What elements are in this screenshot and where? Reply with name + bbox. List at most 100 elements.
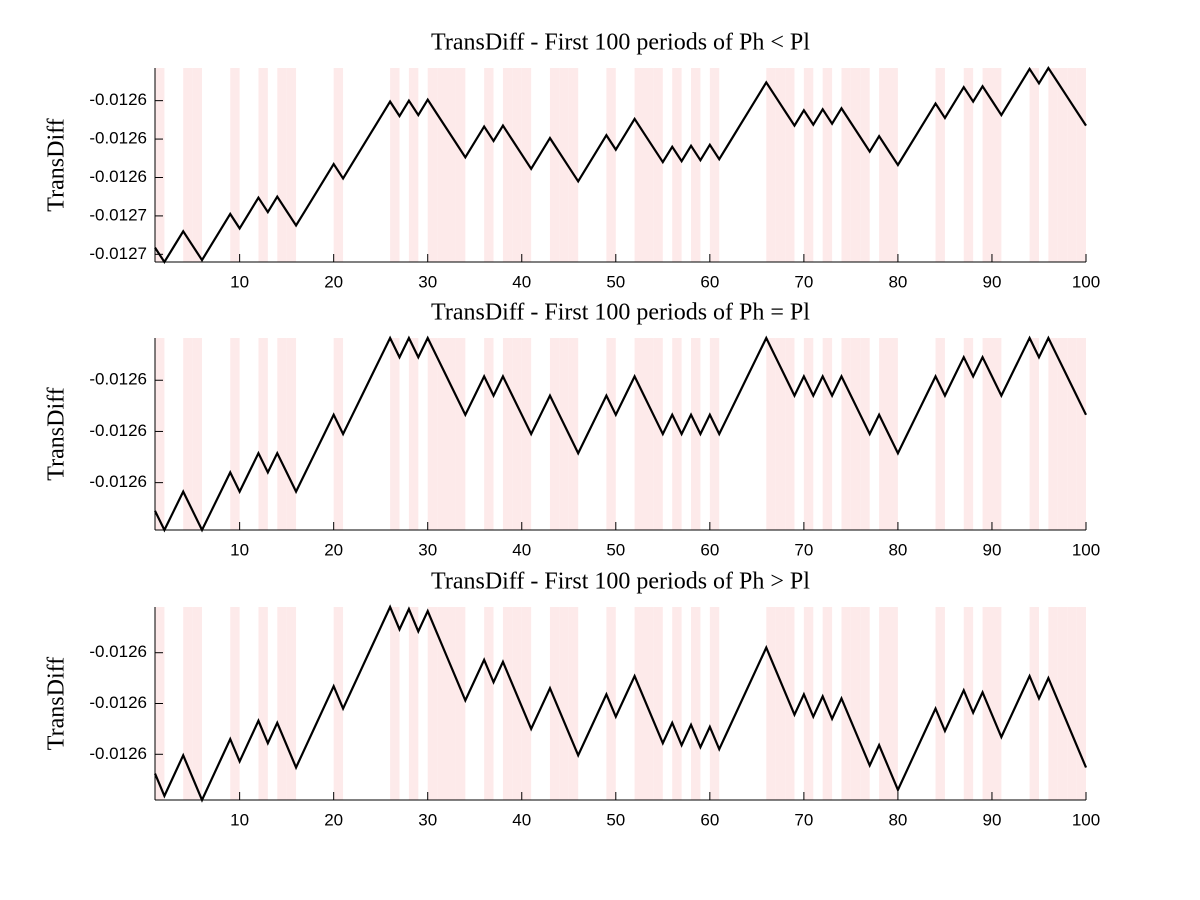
falling-period-shade bbox=[446, 338, 456, 530]
falling-period-shade bbox=[644, 338, 654, 530]
x-tick-label: 90 bbox=[982, 810, 1001, 829]
falling-period-shade bbox=[192, 68, 203, 262]
falling-period-shade bbox=[860, 607, 870, 800]
x-tick-label: 30 bbox=[418, 810, 437, 829]
falling-period-shade bbox=[286, 338, 297, 530]
y-axis-label: TransDiff bbox=[44, 657, 70, 750]
falling-period-shade bbox=[888, 607, 898, 800]
chart-title: TransDiff - First 100 periods of Ph < Pl bbox=[431, 30, 810, 56]
x-tick-label: 100 bbox=[1072, 810, 1100, 829]
falling-period-shade bbox=[691, 607, 701, 800]
falling-period-shade bbox=[427, 68, 438, 262]
falling-period-shade bbox=[634, 338, 645, 530]
falling-period-shade bbox=[333, 68, 344, 262]
x-tick-label: 40 bbox=[512, 810, 531, 829]
falling-period-shade bbox=[850, 68, 861, 262]
series-line bbox=[154, 335, 1087, 533]
y-tick-label: -0.0126 bbox=[89, 370, 147, 389]
falling-period-shade bbox=[502, 338, 513, 530]
falling-period-shade bbox=[888, 338, 898, 530]
falling-period-shade bbox=[183, 68, 193, 262]
x-tick-label: 20 bbox=[324, 540, 343, 559]
falling-period-shade bbox=[446, 68, 456, 262]
panel: -0.0127 -0.0127 -0.0126 -0.0126 -0.0126 10 20 3… bbox=[44, 30, 1101, 292]
x-tick-label: 80 bbox=[888, 272, 907, 291]
x-tick-label: 30 bbox=[418, 272, 437, 291]
falling-period-shade bbox=[841, 338, 851, 530]
falling-period-shade bbox=[437, 338, 447, 530]
falling-period-shade bbox=[333, 338, 344, 530]
y-tick-label: -0.0126 bbox=[89, 167, 147, 186]
falling-period-shade bbox=[822, 338, 833, 530]
y-tick-label: -0.0126 bbox=[89, 129, 147, 148]
falling-period-shade bbox=[549, 338, 560, 530]
falling-period-shade bbox=[653, 338, 663, 530]
falling-period-shade bbox=[1067, 607, 1077, 800]
falling-period-shade bbox=[775, 338, 786, 530]
falling-period-shade bbox=[691, 68, 701, 262]
falling-period-shade bbox=[427, 338, 438, 530]
falling-period-shade bbox=[549, 607, 560, 800]
falling-period-shade bbox=[935, 68, 945, 262]
falling-period-shade bbox=[1057, 338, 1068, 530]
falling-period-shade bbox=[1057, 68, 1068, 262]
y-tick-label: -0.0126 bbox=[89, 472, 147, 491]
falling-period-shade bbox=[653, 607, 663, 800]
y-axis-label: TransDiff bbox=[44, 118, 70, 211]
x-tick-label: 60 bbox=[700, 810, 719, 829]
falling-period-shade bbox=[822, 607, 833, 800]
panel: -0.0126 -0.0126 -0.0126 10 20 30 40 50 60 70 80 90 1… bbox=[44, 569, 1101, 830]
falling-period-shade bbox=[258, 338, 268, 530]
falling-period-shade bbox=[775, 68, 786, 262]
falling-period-shade bbox=[644, 607, 654, 800]
falling-period-shade bbox=[568, 68, 579, 262]
x-tick-label: 100 bbox=[1072, 272, 1100, 291]
chart-title: TransDiff - First 100 periods of Ph = Pl bbox=[431, 300, 810, 326]
falling-period-shade bbox=[672, 68, 682, 262]
falling-period-shade bbox=[277, 338, 287, 530]
falling-period-shade bbox=[785, 338, 795, 530]
x-tick-label: 80 bbox=[888, 810, 907, 829]
falling-period-shade bbox=[437, 607, 447, 800]
falling-period-shade bbox=[568, 338, 579, 530]
falling-period-shade bbox=[1048, 68, 1058, 262]
falling-period-shade bbox=[484, 607, 494, 800]
x-tick-label: 90 bbox=[982, 540, 1001, 559]
x-tick-label: 10 bbox=[230, 810, 249, 829]
falling-period-shade bbox=[606, 68, 616, 262]
x-tick-label: 10 bbox=[230, 540, 249, 559]
falling-period-shade bbox=[512, 607, 522, 800]
falling-period-shade bbox=[888, 68, 898, 262]
falling-period-shade bbox=[841, 607, 851, 800]
falling-period-shade bbox=[653, 68, 663, 262]
falling-period-shade bbox=[766, 338, 776, 530]
y-tick-label: -0.0126 bbox=[89, 421, 147, 440]
falling-period-shade bbox=[559, 68, 569, 262]
falling-period-shade bbox=[1076, 68, 1086, 262]
falling-period-shade bbox=[455, 607, 466, 800]
falling-period-shade bbox=[1048, 338, 1058, 530]
falling-period-shade bbox=[390, 338, 400, 530]
falling-period-shade bbox=[568, 607, 579, 800]
x-tick-label: 60 bbox=[700, 272, 719, 291]
falling-period-shade bbox=[1067, 338, 1077, 530]
x-tick-label: 70 bbox=[794, 540, 813, 559]
falling-period-shade bbox=[230, 607, 240, 800]
falling-period-shade bbox=[1057, 607, 1068, 800]
y-axis-label: TransDiff bbox=[44, 387, 70, 480]
falling-period-shade bbox=[860, 338, 870, 530]
falling-period-shade bbox=[634, 607, 645, 800]
panel: -0.0126 -0.0126 -0.0126 10 20 30 40 50 60 70 80 90 1… bbox=[44, 300, 1101, 560]
x-tick-label: 10 bbox=[230, 272, 249, 291]
falling-period-shade bbox=[277, 607, 287, 800]
falling-period-shade bbox=[803, 68, 814, 262]
falling-period-shade bbox=[437, 68, 447, 262]
falling-period-shade bbox=[408, 68, 419, 262]
falling-period-shade bbox=[155, 338, 165, 530]
falling-period-shade bbox=[559, 607, 569, 800]
falling-period-shade bbox=[155, 68, 165, 262]
falling-period-shade bbox=[258, 607, 268, 800]
y-tick-label: -0.0126 bbox=[89, 693, 147, 712]
